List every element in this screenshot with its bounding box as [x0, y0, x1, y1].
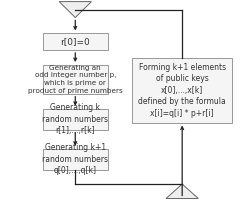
Text: Generating k
random numbers
r[1],...,r[k]: Generating k random numbers r[1],...,r[k…: [42, 103, 108, 135]
Bar: [43, 109, 108, 130]
Polygon shape: [59, 2, 92, 18]
Text: r[0]=0: r[0]=0: [60, 37, 90, 46]
Bar: [43, 149, 108, 170]
Text: Generating k+1
random numbers
q[0],...,q[k]: Generating k+1 random numbers q[0],...,q…: [42, 143, 108, 175]
Text: Forming k+1 elements
of public keys
x[0],...,x[k]
defined by the formula
x[i]=q[: Forming k+1 elements of public keys x[0]…: [138, 63, 226, 118]
Text: Generating an
odd integer number p,
which is prime or
product of prime numbers: Generating an odd integer number p, whic…: [28, 65, 123, 94]
Bar: [43, 33, 108, 50]
Bar: [43, 65, 108, 94]
Bar: [132, 58, 232, 123]
Polygon shape: [166, 184, 198, 198]
